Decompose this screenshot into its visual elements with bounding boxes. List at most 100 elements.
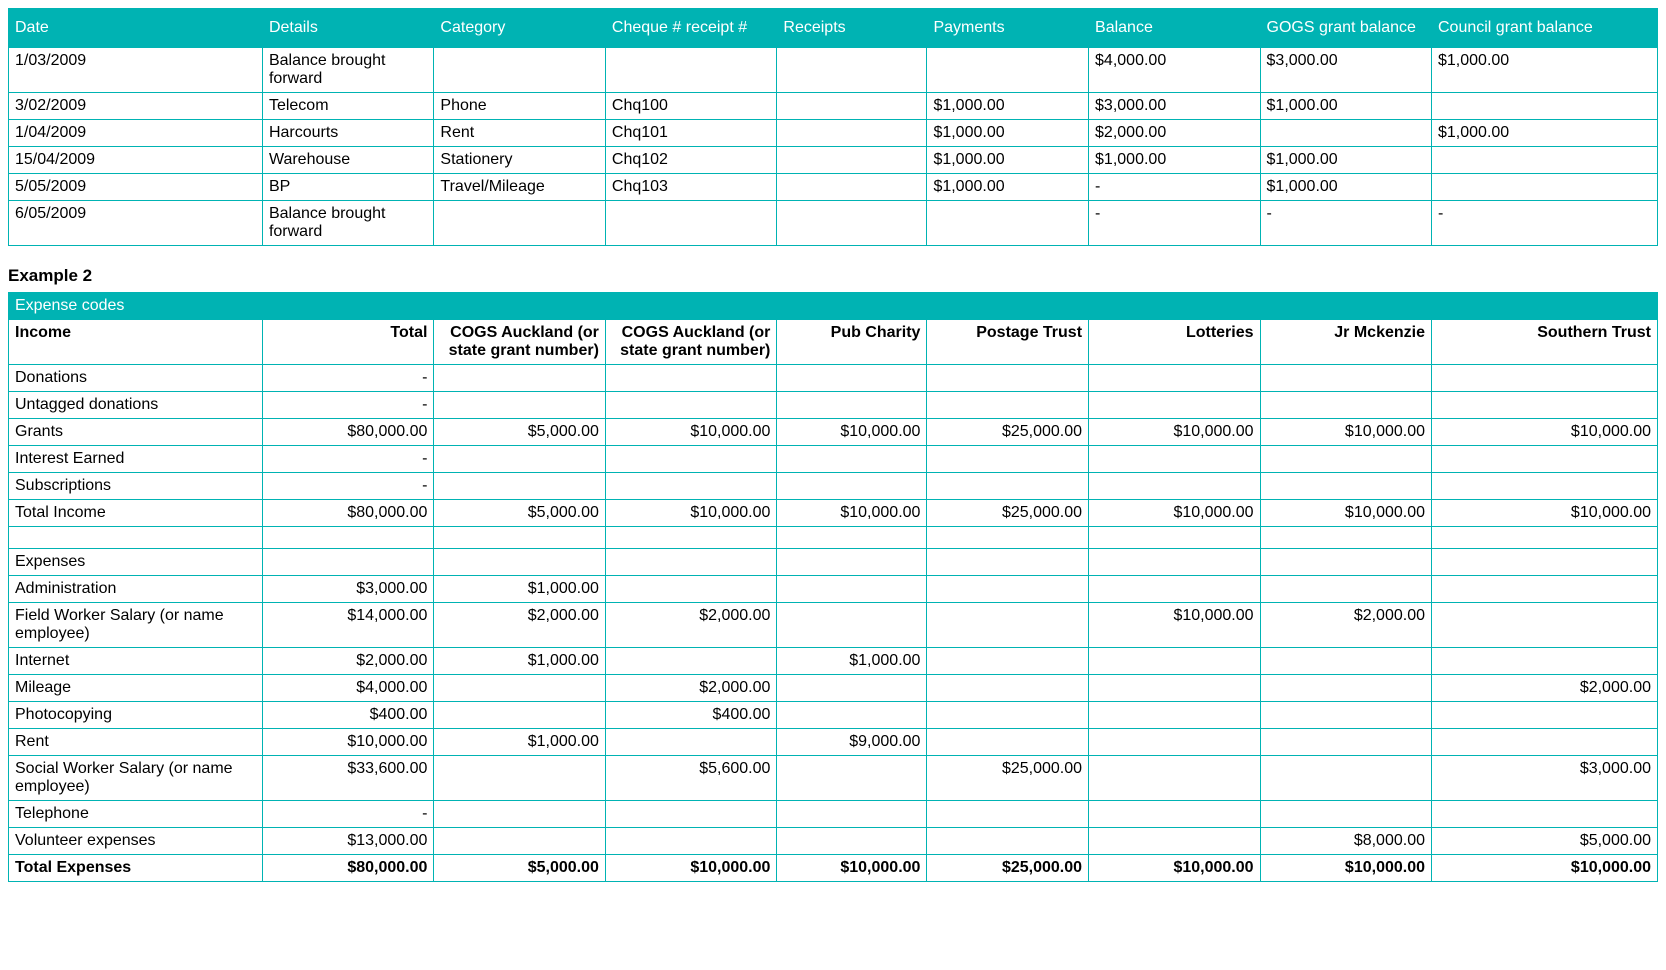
table-cell bbox=[434, 527, 605, 549]
table-cell bbox=[605, 648, 776, 675]
table-cell bbox=[1089, 675, 1260, 702]
table-cell: $2,000.00 bbox=[262, 648, 433, 675]
table-cell bbox=[1260, 473, 1431, 500]
table-cell: $25,000.00 bbox=[927, 756, 1089, 801]
table-cell bbox=[777, 828, 927, 855]
table-cell bbox=[1432, 648, 1658, 675]
table-row: Rent$10,000.00$1,000.00$9,000.00 bbox=[9, 729, 1658, 756]
table-cell bbox=[605, 828, 776, 855]
table-cell: Chq103 bbox=[605, 174, 776, 201]
table-cell bbox=[777, 756, 927, 801]
table-row: Volunteer expenses$13,000.00$8,000.00$5,… bbox=[9, 828, 1658, 855]
example2-heading: Example 2 bbox=[8, 266, 1658, 286]
table-cell: $10,000.00 bbox=[605, 855, 776, 882]
table-cell bbox=[434, 392, 605, 419]
table-cell: $10,000.00 bbox=[1260, 855, 1431, 882]
ledger-table: Date Details Category Cheque # receipt #… bbox=[8, 8, 1658, 246]
table-cell bbox=[1432, 147, 1658, 174]
table-cell: Grants bbox=[9, 419, 263, 446]
table-cell: $10,000.00 bbox=[1089, 500, 1260, 527]
table-cell: 15/04/2009 bbox=[9, 147, 263, 174]
table-row: Internet$2,000.00$1,000.00$1,000.00 bbox=[9, 648, 1658, 675]
table-row: Grants$80,000.00$5,000.00$10,000.00$10,0… bbox=[9, 419, 1658, 446]
table-cell bbox=[777, 473, 927, 500]
table-row: Untagged donations- bbox=[9, 392, 1658, 419]
table-cell bbox=[777, 576, 927, 603]
table-cell bbox=[1432, 93, 1658, 120]
table-cell bbox=[927, 576, 1089, 603]
table-cell bbox=[1260, 702, 1431, 729]
table-cell: - bbox=[1260, 201, 1431, 246]
table-cell: $5,000.00 bbox=[434, 419, 605, 446]
table-row: 1/03/2009Balance brought forward$4,000.0… bbox=[9, 48, 1658, 93]
table-row: Total Income$80,000.00$5,000.00$10,000.0… bbox=[9, 500, 1658, 527]
table-cell bbox=[777, 147, 927, 174]
table-cell: Rent bbox=[9, 729, 263, 756]
table-cell bbox=[1260, 675, 1431, 702]
table-cell bbox=[605, 365, 776, 392]
expense-codes-header-row: Income Total COGS Auckland (or state gra… bbox=[9, 320, 1658, 365]
table-cell bbox=[1432, 392, 1658, 419]
table-cell: $14,000.00 bbox=[262, 603, 433, 648]
ledger-header-row: Date Details Category Cheque # receipt #… bbox=[9, 9, 1658, 48]
table-cell: $25,000.00 bbox=[927, 419, 1089, 446]
table-cell bbox=[1432, 576, 1658, 603]
table-cell bbox=[927, 729, 1089, 756]
col-payments: Payments bbox=[927, 9, 1089, 48]
table-cell: Telephone bbox=[9, 801, 263, 828]
table-cell bbox=[1432, 446, 1658, 473]
table-cell bbox=[1089, 702, 1260, 729]
table-cell: $25,000.00 bbox=[927, 855, 1089, 882]
table-cell bbox=[1260, 801, 1431, 828]
table-cell bbox=[927, 648, 1089, 675]
table-cell: Total Income bbox=[9, 500, 263, 527]
table-cell bbox=[9, 527, 263, 549]
table-cell bbox=[605, 446, 776, 473]
table-cell: $5,000.00 bbox=[434, 855, 605, 882]
table-cell bbox=[777, 365, 927, 392]
table-cell: $4,000.00 bbox=[262, 675, 433, 702]
table-cell: $1,000.00 bbox=[434, 648, 605, 675]
table-row: 3/02/2009TelecomPhoneChq100$1,000.00$3,0… bbox=[9, 93, 1658, 120]
table-cell bbox=[777, 446, 927, 473]
expense-codes-title-row: Expense codes bbox=[9, 293, 1658, 320]
table-row: Mileage$4,000.00$2,000.00$2,000.00 bbox=[9, 675, 1658, 702]
table-cell: Untagged donations bbox=[9, 392, 263, 419]
table-cell bbox=[927, 473, 1089, 500]
table-cell: - bbox=[262, 801, 433, 828]
col-category: Category bbox=[434, 9, 605, 48]
table-cell bbox=[434, 365, 605, 392]
table-cell: $1,000.00 bbox=[1089, 147, 1260, 174]
table-cell: $13,000.00 bbox=[262, 828, 433, 855]
table-cell bbox=[1260, 527, 1431, 549]
table-cell: $1,000.00 bbox=[777, 648, 927, 675]
table-cell bbox=[777, 549, 927, 576]
table-cell bbox=[434, 549, 605, 576]
table-cell bbox=[1260, 120, 1431, 147]
table-cell bbox=[777, 603, 927, 648]
table-cell bbox=[434, 473, 605, 500]
table-cell: $1,000.00 bbox=[1432, 120, 1658, 147]
table-cell bbox=[605, 201, 776, 246]
table-cell: Chq100 bbox=[605, 93, 776, 120]
table-cell bbox=[1432, 702, 1658, 729]
table-cell bbox=[605, 48, 776, 93]
table-cell: $2,000.00 bbox=[1432, 675, 1658, 702]
col-total: Total bbox=[262, 320, 433, 365]
table-cell bbox=[927, 801, 1089, 828]
table-cell: Donations bbox=[9, 365, 263, 392]
table-cell: - bbox=[262, 446, 433, 473]
table-cell: $1,000.00 bbox=[927, 120, 1089, 147]
table-cell bbox=[1089, 473, 1260, 500]
table-cell: $400.00 bbox=[262, 702, 433, 729]
table-cell: Interest Earned bbox=[9, 446, 263, 473]
table-cell: Volunteer expenses bbox=[9, 828, 263, 855]
table-row bbox=[9, 527, 1658, 549]
table-cell: 5/05/2009 bbox=[9, 174, 263, 201]
table-cell: $1,000.00 bbox=[434, 729, 605, 756]
table-cell: Administration bbox=[9, 576, 263, 603]
col-lotteries: Lotteries bbox=[1089, 320, 1260, 365]
table-cell: - bbox=[1089, 174, 1260, 201]
table-cell bbox=[434, 201, 605, 246]
table-cell: Chq101 bbox=[605, 120, 776, 147]
